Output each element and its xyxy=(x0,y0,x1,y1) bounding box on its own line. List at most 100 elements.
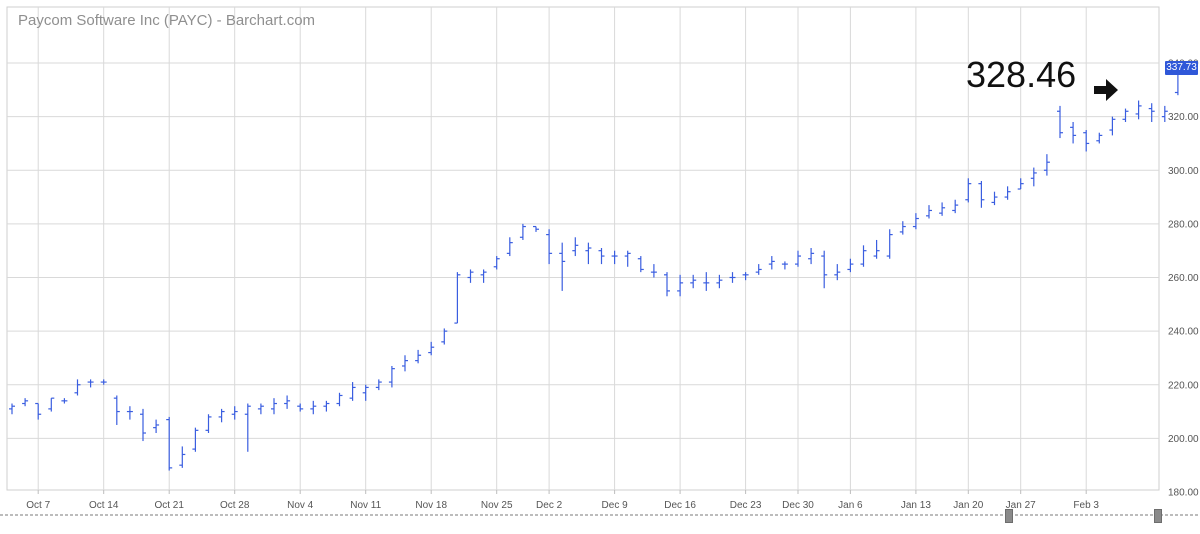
x-tick-label: Jan 27 xyxy=(1006,500,1036,511)
ohlc-bar xyxy=(257,403,264,415)
ohlc-bar xyxy=(100,379,107,385)
y-tick-label: 300.00 xyxy=(1168,166,1199,177)
ohlc-bar xyxy=(231,406,238,420)
ohlc-bar xyxy=(886,229,893,259)
price-callout: 328.46 xyxy=(966,54,1077,95)
ohlc-bar xyxy=(1109,116,1116,136)
ohlc-bar xyxy=(637,256,644,273)
ohlc-bar xyxy=(87,379,94,388)
ohlc-bar xyxy=(323,400,330,412)
y-axis: 180.00 200.00 220.00 240.00 260.00 280.00 300.… xyxy=(1168,59,1199,499)
chart-title: Paycom Software Inc (PAYC) - Barchart.co… xyxy=(18,12,316,29)
x-tick-label: Jan 13 xyxy=(901,500,931,511)
ohlc-bar xyxy=(611,250,618,265)
ohlc-bar xyxy=(297,403,304,412)
scrollbar-right-handle[interactable] xyxy=(1154,509,1162,523)
x-tick-label: Nov 25 xyxy=(481,500,513,511)
ohlc-bar xyxy=(310,400,317,415)
ohlc-bar xyxy=(585,242,592,265)
ohlc-bar xyxy=(244,403,251,452)
ohlc-bar xyxy=(1161,105,1168,122)
ohlc-bar xyxy=(1057,105,1063,139)
x-tick-label: Oct 21 xyxy=(154,500,184,511)
ohlc-bar xyxy=(113,395,120,425)
ohlc-bar xyxy=(362,384,369,401)
ohlc-bar xyxy=(821,250,828,289)
ohlc-bar xyxy=(755,264,762,275)
ohlc-bar xyxy=(847,258,854,273)
ohlc-bar xyxy=(218,408,225,423)
ohlc-bar xyxy=(795,250,801,267)
ohlc-bar xyxy=(1083,130,1090,152)
x-axis: Oct 7 Oct 14 Oct 21 Oct 28 Nov 4 Nov 11 Nov 18… xyxy=(26,490,1099,511)
ohlc-bar xyxy=(1148,103,1155,122)
ohlc-bar xyxy=(284,395,291,409)
x-tick-label: Oct 7 xyxy=(26,500,50,511)
ohlc-bar xyxy=(1070,121,1077,144)
right-arrow-icon xyxy=(1094,79,1118,101)
time-range-scrollbar[interactable] xyxy=(0,513,1200,518)
y-tick-label: 220.00 xyxy=(1168,380,1199,391)
ohlc-bar xyxy=(1030,167,1037,187)
ohlc-bar xyxy=(559,242,566,291)
ohlc-bar xyxy=(1043,154,1050,176)
ohlc-bar xyxy=(716,274,723,289)
x-tick-label: Dec 9 xyxy=(602,500,629,511)
ohlc-bar xyxy=(402,355,408,372)
ohlc-bar xyxy=(388,365,395,388)
ohlc-bar xyxy=(1017,178,1024,190)
ohlc-bar xyxy=(533,225,539,232)
ohlc-bar xyxy=(690,274,697,289)
ohlc-bar xyxy=(664,272,670,297)
x-tick-label: Jan 20 xyxy=(953,500,983,511)
x-tick-label: Jan 6 xyxy=(838,500,863,511)
ohlc-bar xyxy=(768,256,775,270)
ohlc-bar xyxy=(965,178,972,203)
ohlc-bar xyxy=(519,223,526,240)
y-tick-label: 200.00 xyxy=(1168,434,1199,445)
ohlc-bar xyxy=(729,272,736,283)
ohlc-bar xyxy=(22,398,29,407)
ohlc-bar xyxy=(899,221,906,235)
ohlc-bar xyxy=(493,256,500,270)
ohlc-bar xyxy=(598,248,605,265)
ohlc-bar xyxy=(978,180,985,208)
ohlc-bar xyxy=(546,229,553,265)
ohlc-bar xyxy=(781,261,788,270)
ohlc-bar xyxy=(834,264,841,281)
ohlc-bar xyxy=(61,398,68,404)
x-tick-label: Dec 30 xyxy=(782,500,814,511)
ohlc-bar xyxy=(873,239,880,259)
ohlc-bar xyxy=(650,264,657,278)
ohlc-bar xyxy=(454,272,461,324)
ohlc-bar xyxy=(192,427,199,452)
ohlc-bar xyxy=(742,272,749,281)
ohlc-bar xyxy=(1004,186,1011,200)
ohlc-bar xyxy=(271,398,277,415)
ohlc-bar xyxy=(35,402,42,420)
ohlc-bar xyxy=(467,269,474,283)
price-bars xyxy=(9,63,1181,471)
x-tick-label: Dec 16 xyxy=(664,500,696,511)
ohlc-bar xyxy=(860,245,867,267)
ohlc-bar xyxy=(624,250,631,267)
ohlc-bar xyxy=(952,199,959,214)
ohlc-bar xyxy=(1096,132,1103,144)
ohlc-bar xyxy=(9,403,15,415)
x-tick-label: Oct 14 xyxy=(89,500,119,511)
ohlc-bar xyxy=(349,382,356,401)
ohlc-bar xyxy=(926,205,932,219)
ohlc-bar xyxy=(74,379,81,396)
scrollbar-left-handle[interactable] xyxy=(1005,509,1013,523)
ohlc-bar xyxy=(939,202,946,216)
ohlc-bar xyxy=(572,237,579,257)
ohlc-bar xyxy=(1135,100,1142,120)
y-tick-label: 260.00 xyxy=(1168,273,1199,284)
grid xyxy=(7,7,1159,490)
ohlc-bar xyxy=(677,274,684,297)
y-tick-label: 240.00 xyxy=(1168,327,1199,338)
ohlc-bar xyxy=(808,248,815,265)
ohlc-bar xyxy=(205,414,212,434)
ohlc-bar xyxy=(428,341,435,356)
